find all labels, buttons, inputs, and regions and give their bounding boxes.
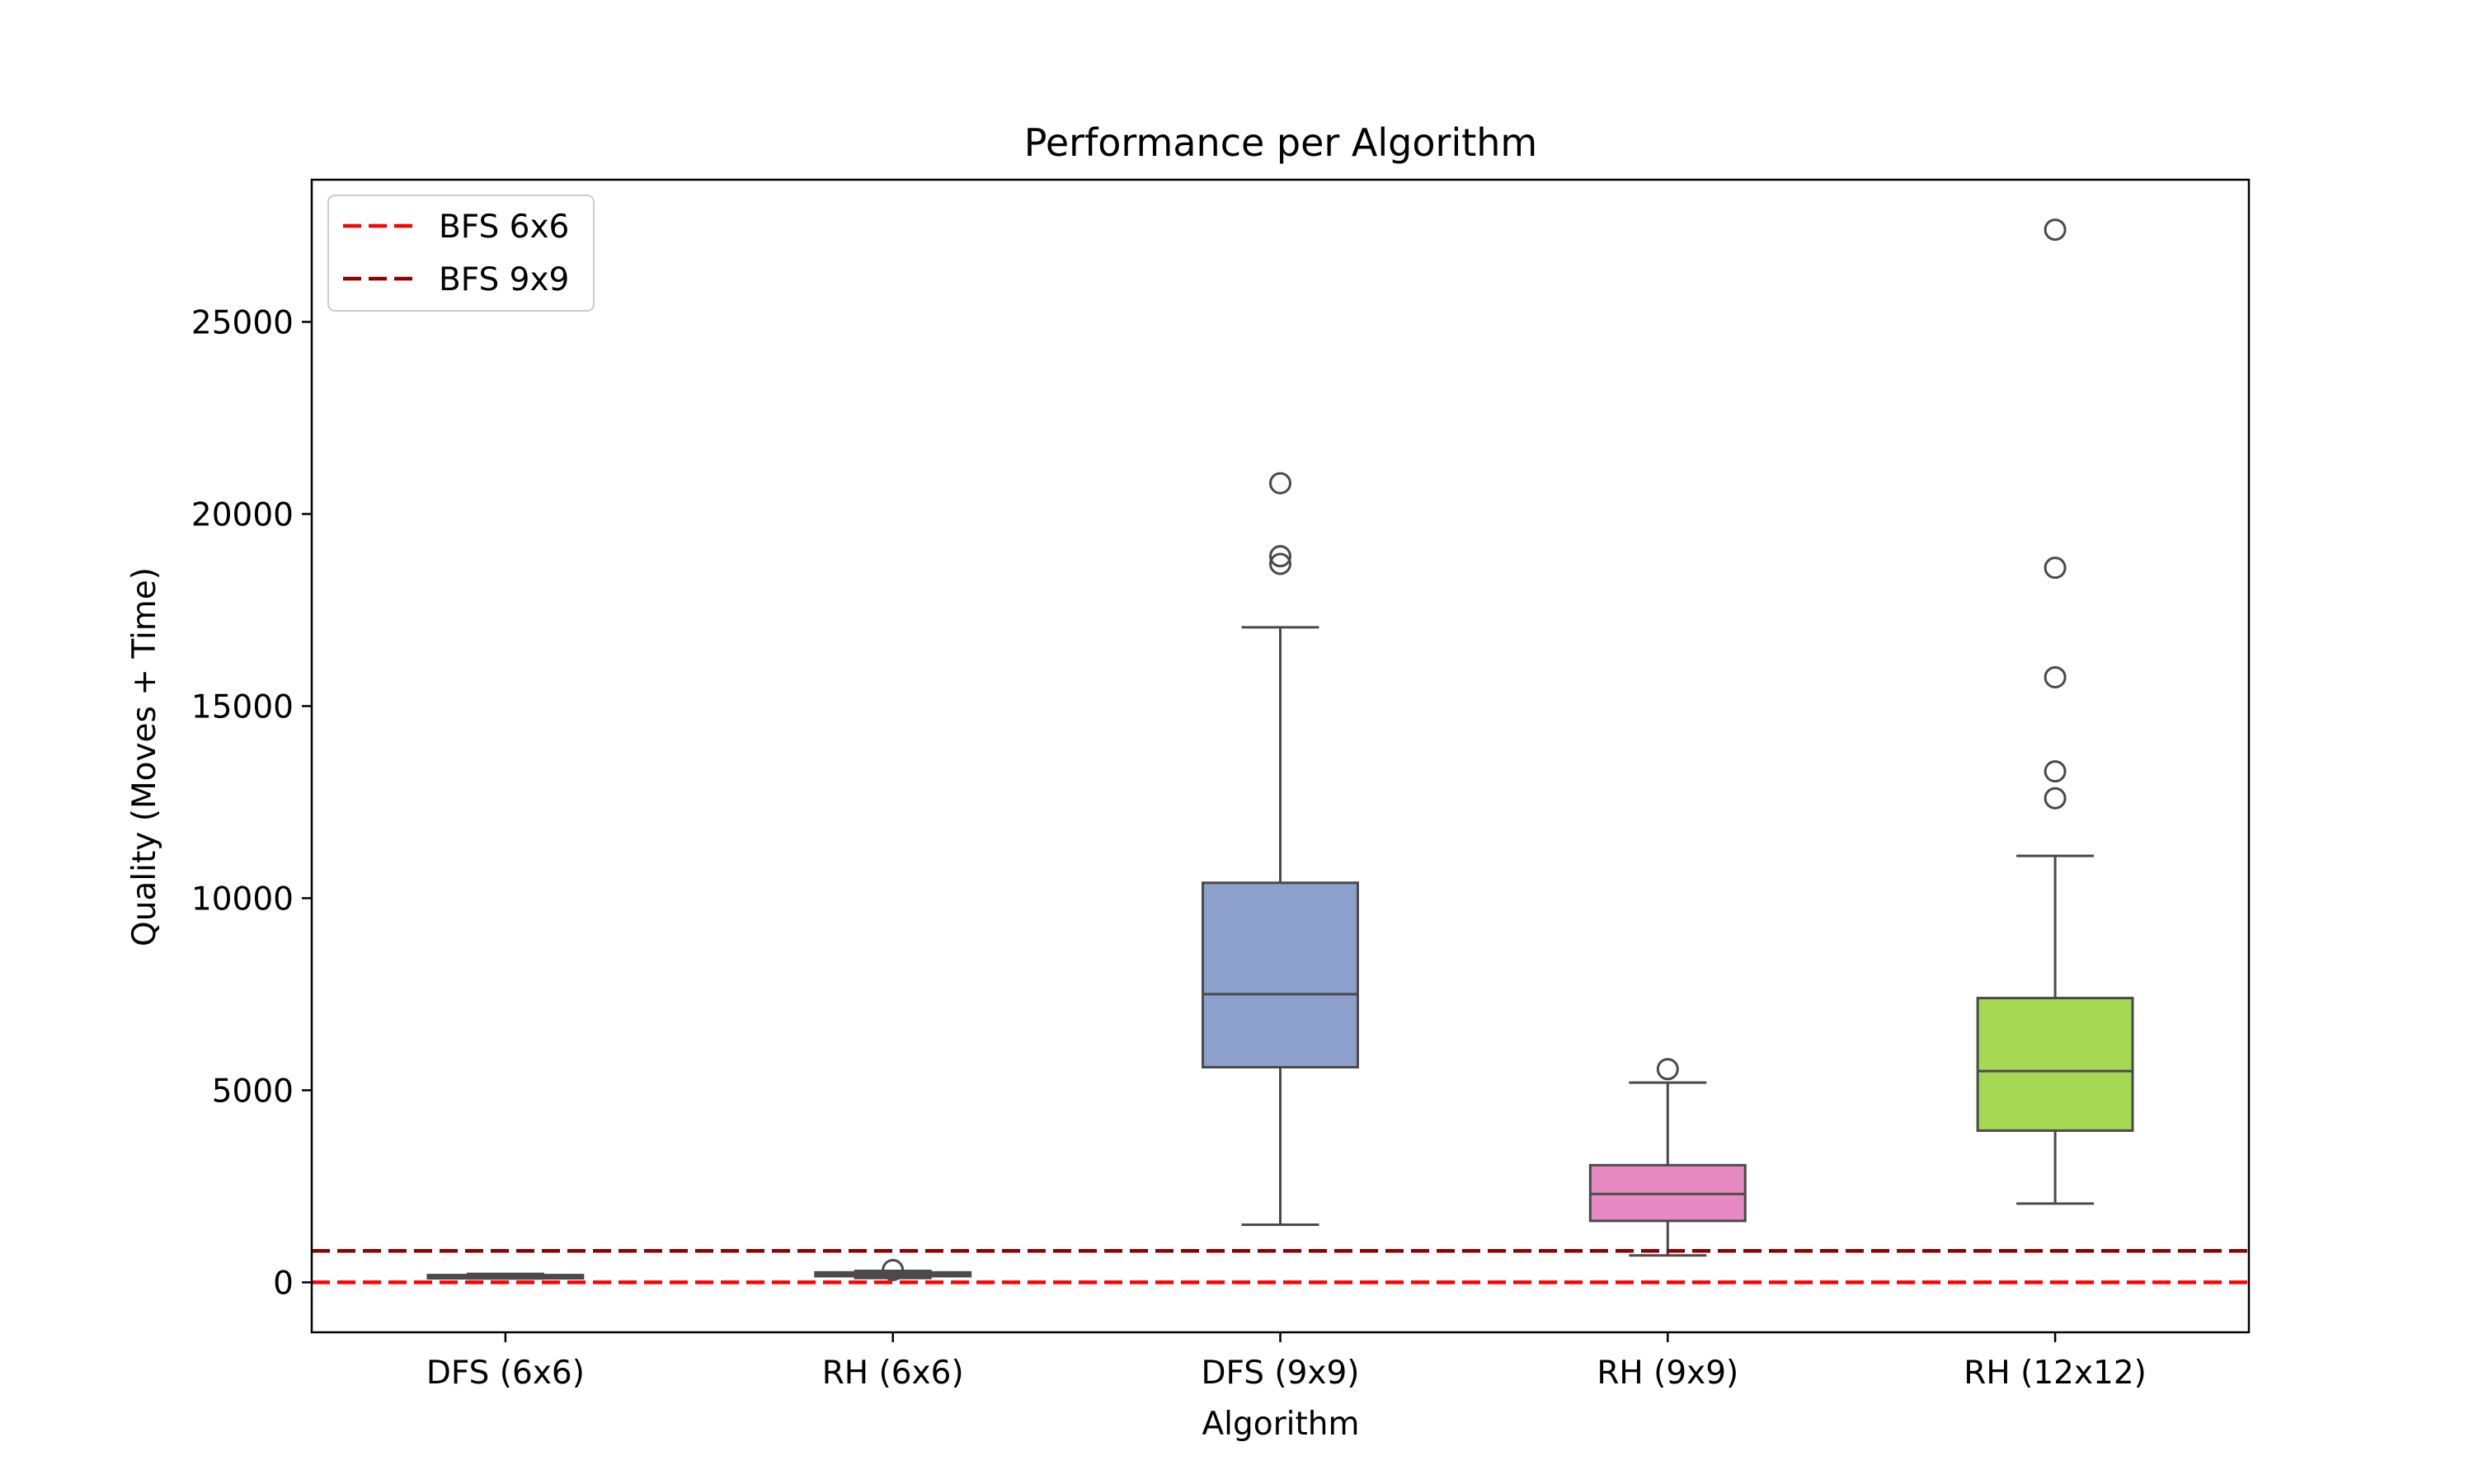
legend-label: BFS 6x6 [439, 209, 569, 246]
box [1202, 881, 1359, 1068]
outlier-point [2044, 218, 2067, 242]
y-tick-label: 10000 [191, 881, 294, 918]
x-tick-label: RH (12x12) [1964, 1355, 2147, 1392]
outlier-point [1269, 545, 1291, 568]
outlier-point [2044, 787, 2067, 810]
legend-label: BFS 9x9 [439, 261, 569, 298]
reference-lines [312, 1248, 2249, 1284]
box-plot-series [426, 218, 2134, 1282]
y-tick-label: 25000 [191, 304, 294, 341]
y-tick-label: 20000 [191, 496, 294, 533]
box-group [426, 1272, 585, 1280]
x-axis-label: Algorithm [1202, 1406, 1359, 1443]
chart-title: Performance per Algorithm [1024, 120, 1537, 165]
y-tick-label: 15000 [191, 688, 294, 726]
outlier-point [1269, 552, 1291, 575]
plot-area-frame [310, 178, 2251, 1334]
outlier-point [1269, 472, 1291, 495]
outlier-point [2044, 556, 2067, 580]
box-group [1202, 472, 1359, 1227]
x-tick-label: RH (6x6) [822, 1355, 964, 1392]
x-tick-label: RH (9x9) [1597, 1355, 1738, 1392]
y-tick-label: 5000 [212, 1073, 294, 1110]
x-tick-label: DFS (9x9) [1201, 1355, 1359, 1392]
y-axis-ticks: 0 5000 10000 15000 20000 25000 [191, 304, 312, 1302]
box-group [1976, 218, 2134, 1205]
outlier-point [1656, 1058, 1679, 1081]
x-tick-label: DFS (6x6) [426, 1355, 585, 1392]
legend: BFS 6x6 BFS 9x9 [327, 195, 595, 312]
outlier-point [882, 1259, 905, 1282]
outlier-point [2044, 760, 2067, 783]
box [1976, 997, 2134, 1132]
outlier-point [2044, 665, 2067, 688]
y-tick-label: 0 [273, 1265, 294, 1302]
x-axis-ticks: DFS (6x6) RH (6x6) DFS (9x9) RH (9x9) RH (12… [426, 1332, 2147, 1392]
box-group [1588, 1058, 1747, 1257]
y-axis-label: Quality (Moves + Time) [126, 567, 163, 946]
box-group [814, 1259, 972, 1282]
